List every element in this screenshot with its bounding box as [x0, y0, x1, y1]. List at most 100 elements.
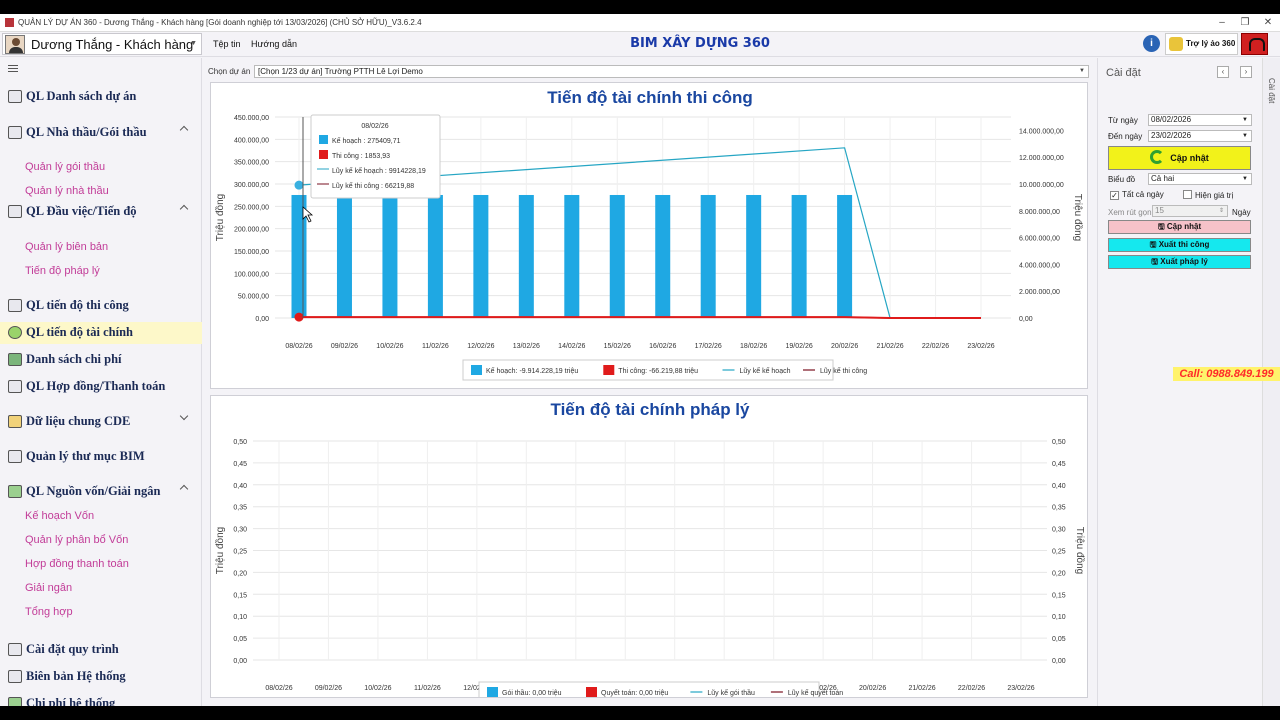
- export-construction-button[interactable]: 🖫 Xuất thi công: [1108, 238, 1251, 252]
- bottom-black-bar: [0, 706, 1280, 720]
- chevron-up-icon[interactable]: [179, 204, 189, 214]
- y-tick-label: 450.000,00: [234, 115, 269, 122]
- export-icon: 🖫: [1149, 240, 1159, 249]
- sidebar-item-bim-folder[interactable]: Quản lý thư mục BIM: [0, 446, 202, 468]
- sidebar-item-construction-progress[interactable]: QL tiến độ thi công: [0, 295, 202, 317]
- legend-entry: Lũy kế kế hoạch: [740, 366, 791, 375]
- notification-bell-icon[interactable]: [1241, 33, 1268, 55]
- user-selector[interactable]: Dương Thắng - Khách hàng ▼: [2, 33, 202, 55]
- chevron-left-icon[interactable]: ‹: [1217, 66, 1229, 78]
- all-days-checkbox[interactable]: ✓ Tất cả ngày: [1110, 190, 1164, 200]
- sidebar-subitem-payment-contracts[interactable]: Hợp đồng thanh toán: [25, 558, 129, 570]
- virtual-assistant-button[interactable]: Trợ lý ảo 360: [1165, 33, 1238, 55]
- sidebar-subitem-minutes[interactable]: Quản lý biên bản: [25, 241, 109, 253]
- chart-legal[interactable]: 0,00 0,00 0,05 0,05 0,10 0,10 0,15 0,15 0,20 0,20…: [211, 396, 1087, 703]
- x-tick-label: 23/02/26: [1007, 685, 1034, 692]
- chart-type-select[interactable]: Cả hai ▼: [1148, 173, 1252, 185]
- sidebar-item-contractors[interactable]: QL Nhà thầu/Gói thầu: [0, 122, 202, 144]
- y2-tick-label: 10.000.000,00: [1019, 182, 1064, 189]
- bar: [609, 194, 625, 318]
- to-date-value: 23/02/2026: [1151, 131, 1192, 140]
- export-legal-button[interactable]: 🖫 Xuất pháp lý: [1108, 255, 1251, 269]
- y2-tick-label: 6.000.000,00: [1019, 236, 1060, 243]
- minimize-button[interactable]: –: [1219, 17, 1225, 28]
- y-tick-label: 0,45: [233, 461, 247, 468]
- sidebar-subitem-legal-progress[interactable]: Tiến độ pháp lý: [25, 265, 100, 277]
- sidebar-subitem-disbursement[interactable]: Giải ngân: [25, 582, 73, 594]
- to-date-picker[interactable]: 23/02/2026 ▼: [1148, 130, 1252, 142]
- sidebar-item-cost-list[interactable]: Danh sách chi phí: [0, 349, 202, 371]
- y2-tick-label: 2.000.000,00: [1019, 289, 1060, 296]
- x-tick-label: 08/02/26: [265, 685, 292, 692]
- x-tick-label: 14/02/26: [558, 343, 585, 350]
- y-tick-label: 0,00: [255, 316, 269, 323]
- y2-tick-label: 0,45: [1052, 461, 1066, 468]
- menu-file[interactable]: Tệp tin: [213, 39, 241, 49]
- sidebar-subitem-contractor-mgmt[interactable]: Quản lý nhà thầu: [25, 185, 109, 197]
- sidebar-subitem-packages[interactable]: Quản lý gói thầu: [25, 161, 106, 173]
- chevron-up-icon[interactable]: [179, 125, 189, 135]
- compact-unit-label: Ngày: [1232, 208, 1251, 217]
- y-tick-label: 350.000,00: [234, 160, 269, 167]
- to-date-label: Đến ngày: [1108, 132, 1143, 141]
- chevron-up-icon[interactable]: [179, 484, 189, 494]
- update-button[interactable]: 🖫 Cập nhật: [1108, 220, 1251, 234]
- sidebar-item-finance-progress[interactable]: QL tiến độ tài chính: [0, 322, 202, 344]
- chevron-right-icon[interactable]: ›: [1240, 66, 1252, 78]
- sidebar-subitem-capital-allocation[interactable]: Quản lý phân bổ Vốn: [25, 534, 129, 546]
- info-icon[interactable]: i: [1143, 35, 1160, 52]
- y-tick-label: 200.000,00: [234, 227, 269, 234]
- compact-view-input[interactable]: 15 ⇕: [1152, 205, 1228, 217]
- y2-tick-label: 0,50: [1052, 439, 1066, 446]
- legend: [462, 359, 834, 381]
- sidebar-item-workflow[interactable]: Cài đặt quy trình: [0, 639, 202, 661]
- x-tick-label: 15/02/26: [604, 343, 631, 350]
- project-picker[interactable]: [Chọn 1/23 dự án] Trường PTTH Lê Lợi Dem…: [254, 65, 1089, 78]
- sidebar-subitem-summary[interactable]: Tổng hợp: [25, 606, 73, 618]
- app-logo-icon: [5, 18, 14, 27]
- sidebar-item-capital[interactable]: QL Nguồn vốn/Giải ngân: [0, 481, 202, 503]
- sidebar-item-tasks[interactable]: QL Đầu việc/Tiến độ: [0, 201, 202, 223]
- y2-axis-label: Triệu đồng: [1074, 527, 1086, 574]
- checkbox-checked-icon: ✓: [1110, 191, 1119, 200]
- chevron-down-icon[interactable]: [179, 411, 189, 421]
- sidebar-item-contracts[interactable]: QL Hợp đồng/Thanh toán: [0, 376, 202, 398]
- tooltip-row: Kế hoạch : 275409,71: [332, 136, 401, 145]
- maximize-button[interactable]: ❐: [1240, 17, 1250, 28]
- legend-entry: Lũy kế quyết toán: [788, 688, 843, 697]
- hotline-banner: Call: 0988.849.199: [1173, 367, 1280, 381]
- legend-swatch: [603, 365, 615, 375]
- settings-side-tab[interactable]: Cài đặt: [1262, 58, 1280, 706]
- hamburger-menu-icon[interactable]: [8, 65, 18, 72]
- bar: [473, 194, 489, 318]
- avatar: [5, 35, 25, 54]
- gantt-icon: [8, 299, 22, 312]
- legend-entry: Kế hoạch: -9.914.228,19 triệu: [486, 366, 578, 375]
- y-tick-label: 0,10: [233, 614, 247, 621]
- checkbox-empty-icon: [1183, 190, 1192, 199]
- sidebar-item-cde[interactable]: Dữ liệu chung CDE: [0, 411, 202, 433]
- show-value-label: Hiện giá trị: [1195, 191, 1234, 200]
- chart-construction[interactable]: 0,00 50.000,00 100.000,00 150.000,00 200.000…: [211, 83, 1087, 388]
- tooltip: [310, 114, 441, 199]
- show-value-checkbox[interactable]: Hiện giá trị: [1183, 190, 1233, 200]
- close-window-button[interactable]: ✕: [1263, 17, 1273, 28]
- x-tick-label: 12/02/26: [463, 685, 490, 692]
- x-tick-label: 21/02/26: [908, 685, 935, 692]
- legend-entry: Lũy kế thi công: [820, 366, 867, 375]
- y2-tick-label: 0,05: [1052, 636, 1066, 643]
- export-legal-label: Xuất pháp lý: [1160, 257, 1208, 266]
- from-date-picker[interactable]: 08/02/2026 ▼: [1148, 114, 1252, 126]
- capital-icon: [8, 485, 22, 498]
- y-tick-label: 250.000,00: [234, 204, 269, 211]
- sidebar-subitem-capital-plan[interactable]: Kế hoạch Vốn: [25, 510, 95, 522]
- compact-view-value: 15: [1155, 206, 1164, 215]
- x-tick-label: 10/02/26: [364, 685, 391, 692]
- sidebar-item-project-list[interactable]: QL Danh sách dự án: [0, 86, 202, 108]
- sidebar-item-system-minutes[interactable]: Biên bản Hệ thống: [0, 666, 202, 688]
- update-button-primary[interactable]: Cập nhật: [1108, 146, 1251, 170]
- menu-help[interactable]: Hướng dẫn: [251, 39, 297, 49]
- y-tick-label: 0,35: [233, 505, 247, 512]
- y-tick-label: 0,05: [233, 636, 247, 643]
- chart-type-value: Cả hai: [1151, 174, 1175, 183]
